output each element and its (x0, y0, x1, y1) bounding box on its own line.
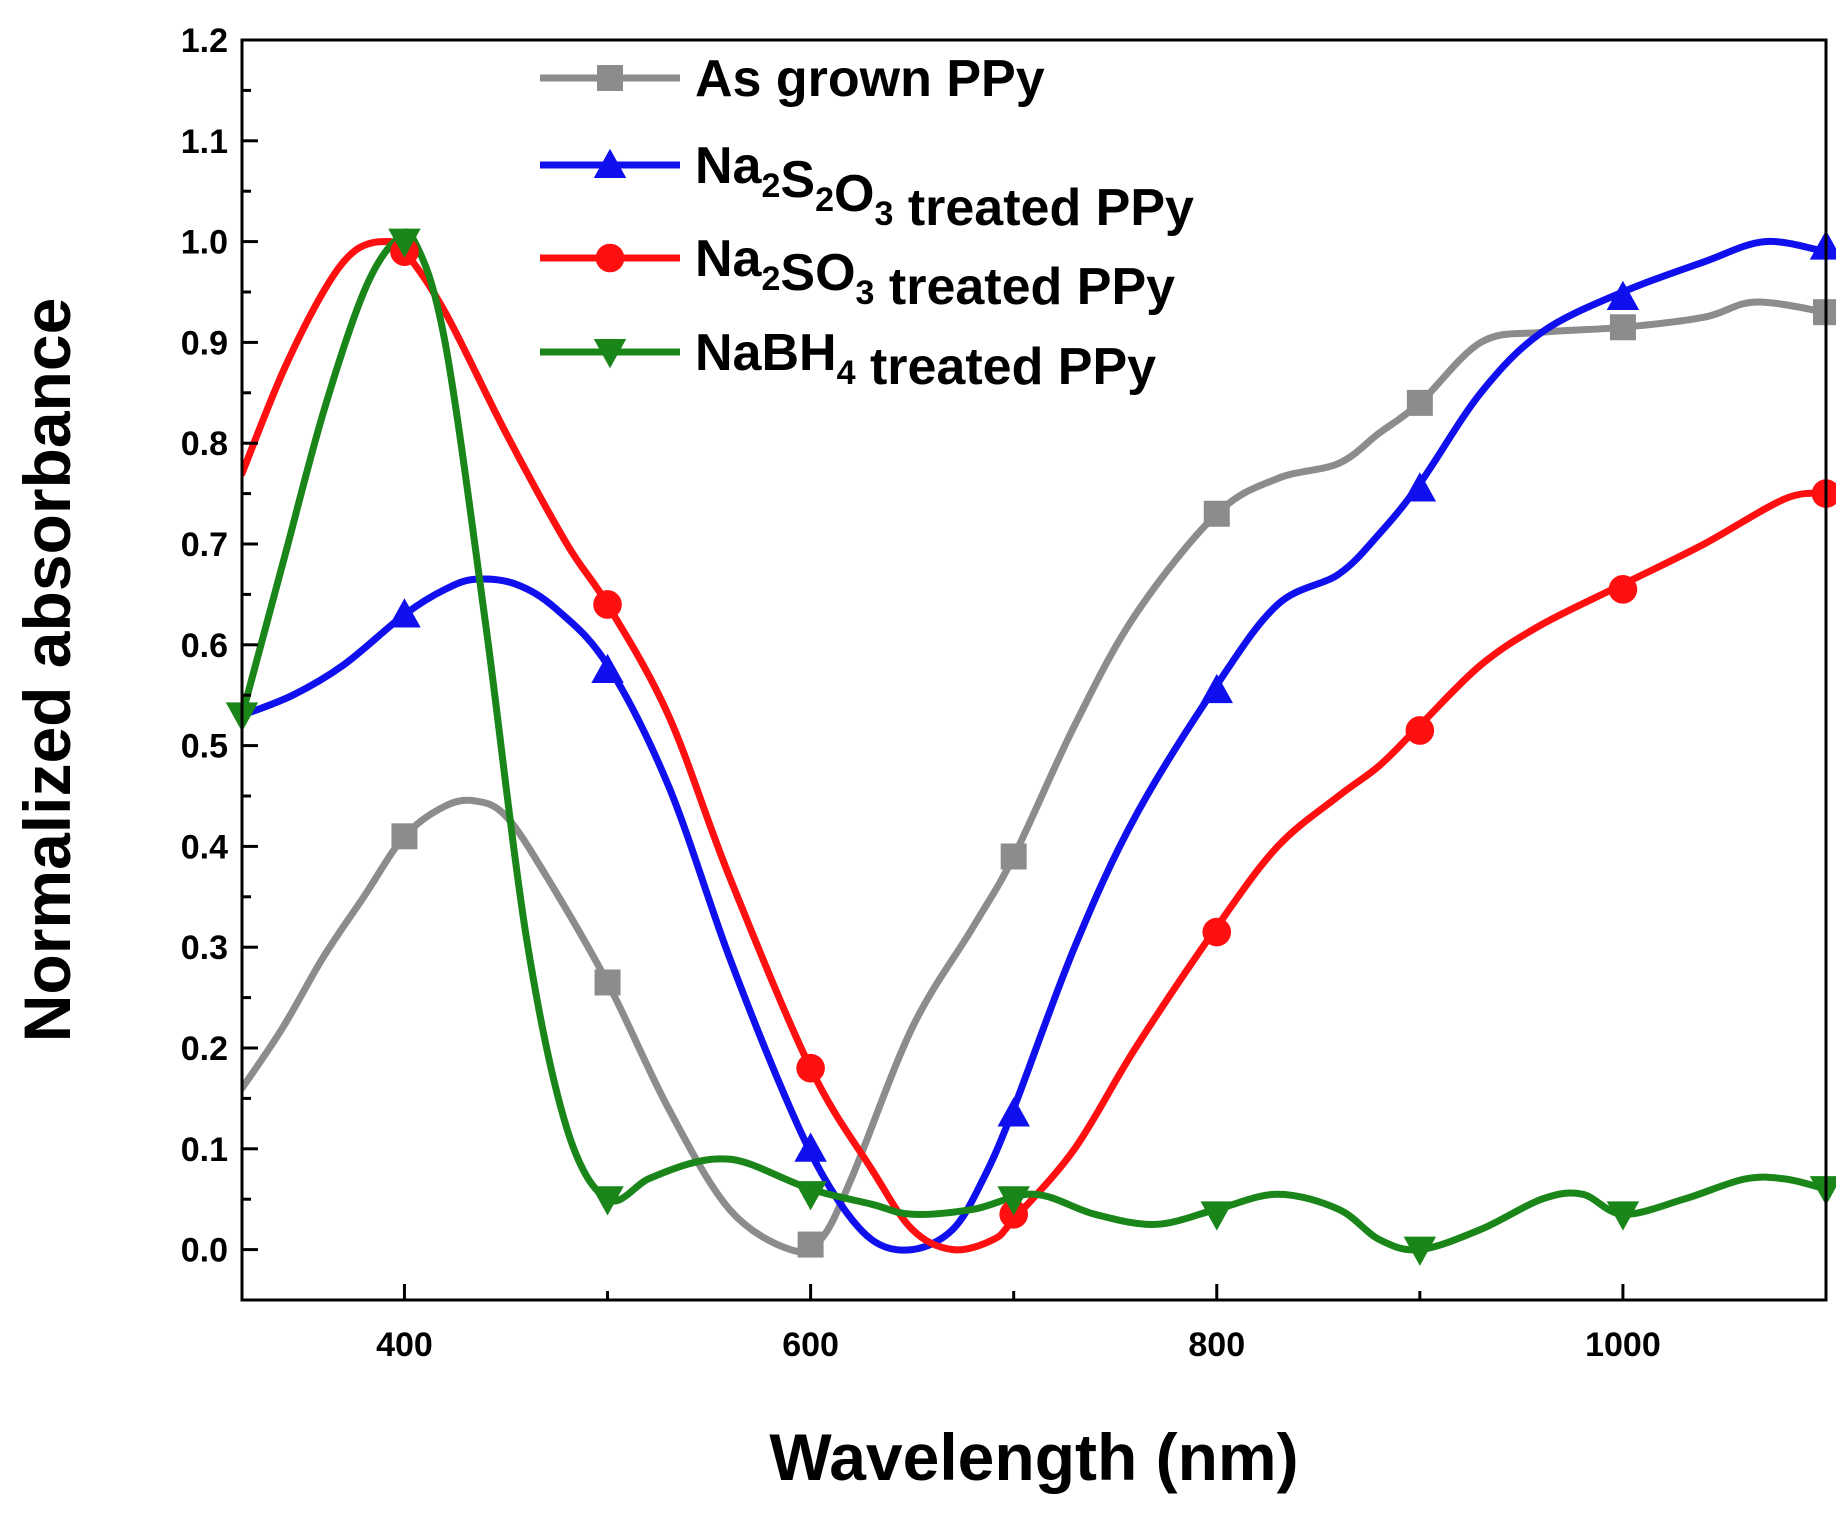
y-tick-label: 0.8 (181, 425, 228, 463)
y-tick-label: 1.1 (181, 123, 228, 161)
series-line-1 (242, 237, 1826, 1254)
series-marker-0 (797, 1231, 824, 1258)
y-tick-label: 0.5 (181, 728, 228, 766)
series-marker-1 (794, 1132, 827, 1162)
series-marker-2 (1811, 479, 1836, 508)
marker-layer (225, 228, 1836, 1266)
y-tick-label: 1.2 (181, 22, 228, 60)
series-marker-3 (1809, 1176, 1836, 1206)
x-axis: 400 600 800 1000 (376, 1284, 1828, 1364)
legend-swatch-marker (595, 243, 625, 273)
series-marker-2 (1202, 917, 1232, 947)
legend-swatch-marker (593, 148, 627, 178)
y-tick-label: 1.0 (181, 224, 228, 262)
series-marker-1 (1200, 673, 1234, 704)
x-tick-label: 400 (376, 1326, 433, 1364)
series-marker-3 (1606, 1201, 1640, 1231)
series-marker-1 (388, 598, 421, 628)
series-marker-1 (997, 1097, 1030, 1127)
series-marker-3 (1403, 1236, 1437, 1266)
series-marker-1 (1606, 280, 1640, 311)
series-marker-3 (794, 1181, 827, 1211)
y-tick-label: 0.1 (181, 1131, 228, 1169)
y-tick-label: 0.3 (181, 929, 228, 967)
series-marker-1 (1809, 230, 1836, 260)
x-axis-title: Wavelength (nm) (769, 1420, 1298, 1494)
y-tick-label: 0.2 (181, 1030, 228, 1068)
y-tick-label: 0.7 (181, 526, 228, 564)
plot-frame (240, 38, 1828, 1302)
series-marker-2 (796, 1053, 825, 1083)
legend-swatch-marker (593, 339, 627, 369)
series-marker-0 (391, 823, 418, 850)
y-axis-title: Normalized absorbance (10, 298, 84, 1043)
series-marker-0 (594, 969, 621, 996)
series-marker-2 (1405, 716, 1435, 745)
series-marker-3 (997, 1186, 1030, 1216)
series-marker-1 (591, 653, 624, 683)
x-tick-label: 600 (782, 1326, 839, 1364)
series-marker-3 (1200, 1201, 1234, 1231)
series-marker-0 (1609, 314, 1636, 341)
y-tick-label: 0.9 (181, 324, 228, 362)
y-tick-label: 0.4 (181, 828, 228, 866)
series-marker-0 (1203, 500, 1230, 527)
series-marker-1 (1403, 472, 1437, 502)
legend-label: Na2SO3 treated PPy (695, 230, 1175, 316)
legend-swatch-marker (597, 65, 623, 91)
series-line-0 (242, 298, 1826, 1256)
series-line-2 (242, 238, 1826, 1254)
y-tick-label: 0.0 (181, 1232, 228, 1270)
x-tick-label: 800 (1188, 1326, 1245, 1364)
y-axis: 0.0 0.1 0.2 0.3 0.4 0.5 0.6 0.7 0.8 0.9 1.0 1.1 1.2 (181, 22, 258, 1270)
legend-label: As grown PPy (695, 50, 1045, 108)
series-marker-2 (593, 590, 622, 619)
series-marker-3 (591, 1186, 624, 1216)
y-tick-label: 0.6 (181, 627, 228, 665)
legend-label: NaBH4 treated PPy (695, 324, 1156, 396)
series-marker-2 (1608, 575, 1638, 604)
series-marker-0 (1406, 389, 1433, 416)
x-tick-label: 1000 (1585, 1326, 1661, 1364)
series-marker-0 (1000, 843, 1027, 870)
series-marker-3 (388, 228, 421, 258)
legend-label: Na2S2O3 treated PPy (695, 137, 1194, 237)
